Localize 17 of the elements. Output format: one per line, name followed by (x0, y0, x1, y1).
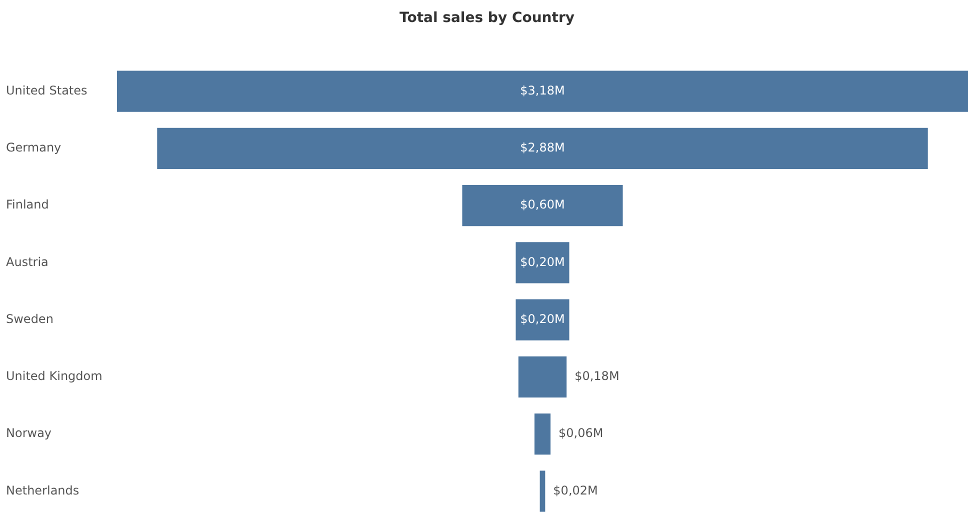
data-label: $0,20M (520, 312, 565, 326)
category-label: United Kingdom (6, 369, 102, 384)
text: Total sales by Country (400, 10, 574, 26)
data-label: $0,60M (520, 198, 565, 212)
data-label: $0,06M (558, 426, 604, 440)
data-label: $0,20M (520, 254, 565, 269)
category-label: Netherlands (6, 483, 80, 498)
category-label: United States (6, 83, 88, 98)
category-label: Sweden (6, 312, 54, 326)
data-label: $0,02M (553, 483, 598, 498)
category-label: Norway (6, 426, 52, 440)
data-label: $2,88M (520, 140, 565, 155)
category-label: Finland (6, 198, 49, 212)
category-label: Austria (6, 254, 48, 269)
data-label: $0,18M (574, 369, 620, 384)
data-label: $3,18M (520, 83, 565, 98)
category-label: Germany (6, 140, 62, 155)
